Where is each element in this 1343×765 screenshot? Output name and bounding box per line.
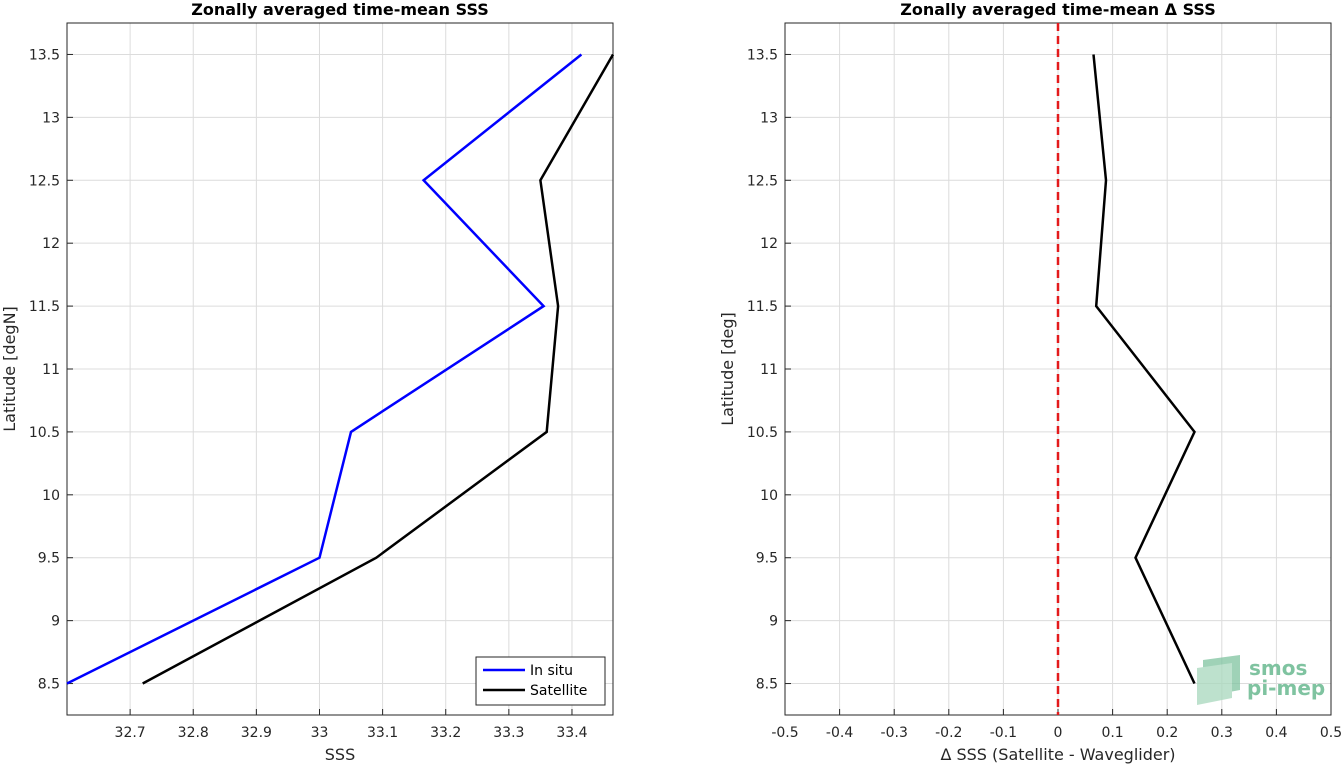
- satellite-series-line: [142, 53, 615, 685]
- x-tick-label: 33.3: [493, 725, 524, 741]
- y-tick-label: 10.5: [29, 425, 60, 441]
- y-tick-label: 10: [42, 488, 60, 504]
- logo-waves-icon: [1197, 655, 1240, 705]
- y-tick-label: 11.5: [29, 299, 60, 315]
- x-tick-label: 0.5: [1320, 725, 1342, 741]
- x-tick-label: 33: [311, 725, 329, 741]
- legend: In situ Satellite: [475, 656, 606, 706]
- y-tick-label: 8.5: [756, 677, 778, 693]
- right-y-ticks: 8.5 9 9.5 10 10.5 11 11.5 12 12.5 13 13.5: [747, 47, 791, 693]
- y-tick-label: 8.5: [38, 677, 60, 693]
- left-x-axis-label: SSS: [325, 745, 355, 764]
- smos-pi-mep-logo: smos pi-mep: [1197, 655, 1325, 705]
- x-tick-label: 32.9: [241, 725, 272, 741]
- x-tick-label: 0.3: [1211, 725, 1233, 741]
- y-tick-label: 9: [769, 614, 778, 630]
- y-tick-label: 12: [760, 236, 778, 252]
- left-panel-sss: Zonally averaged time-mean SSS 32.7 32.8 3…: [0, 0, 615, 764]
- x-tick-label: -0.4: [826, 725, 853, 741]
- logo-text-smos: smos: [1249, 656, 1307, 680]
- x-tick-label: -0.5: [771, 725, 798, 741]
- right-panel-delta-sss: Zonally averaged time-mean Δ SSS -0.5 -0.…: [718, 0, 1342, 764]
- left-x-ticks: 32.7 32.8 32.9 33 33.1 33.2 33.3 33.4: [115, 709, 588, 741]
- y-tick-label: 12.5: [29, 173, 60, 189]
- y-tick-label: 9: [51, 614, 60, 630]
- x-tick-label: 0.2: [1156, 725, 1178, 741]
- x-tick-label: -0.3: [881, 725, 908, 741]
- left-series: [66, 53, 615, 685]
- left-y-ticks: 8.5 9 9.5 10 10.5 11 11.5 12 12.5 13 13.5: [29, 47, 73, 693]
- right-x-ticks: -0.5 -0.4 -0.3 -0.2 -0.1 0 0.1 0.2 0.3 0.4 0.5: [771, 709, 1342, 741]
- y-tick-label: 11.5: [747, 299, 778, 315]
- x-tick-label: 0: [1054, 725, 1063, 741]
- legend-in-situ-label: In situ: [530, 663, 573, 679]
- x-tick-label: 33.4: [556, 725, 587, 741]
- left-grid: [67, 23, 613, 715]
- x-tick-label: 32.8: [178, 725, 209, 741]
- y-tick-label: 10.5: [747, 425, 778, 441]
- y-tick-label: 11: [760, 362, 778, 378]
- x-tick-label: 33.1: [367, 725, 398, 741]
- x-tick-label: 0.4: [1265, 725, 1287, 741]
- y-tick-label: 13.5: [29, 47, 60, 63]
- x-tick-label: -0.2: [935, 725, 962, 741]
- x-tick-label: 33.2: [430, 725, 461, 741]
- right-series: [1092, 54, 1196, 685]
- left-chart-title: Zonally averaged time-mean SSS: [191, 0, 489, 19]
- right-y-axis-label: Latitude [deg]: [718, 312, 737, 426]
- legend-satellite-label: Satellite: [530, 683, 587, 699]
- y-tick-label: 13.5: [747, 47, 778, 63]
- in-situ-series-line: [66, 53, 583, 685]
- right-chart-title: Zonally averaged time-mean Δ SSS: [900, 0, 1216, 19]
- x-tick-label: 32.7: [115, 725, 146, 741]
- y-tick-label: 12: [42, 236, 60, 252]
- left-y-axis-label: Latitude [degN]: [0, 306, 19, 432]
- legend-box: [475, 656, 606, 706]
- right-x-axis-label: Δ SSS (Satellite - Waveglider): [940, 745, 1175, 764]
- x-tick-label: -0.1: [990, 725, 1017, 741]
- y-tick-label: 13: [760, 110, 778, 126]
- y-tick-label: 10: [760, 488, 778, 504]
- y-tick-label: 9.5: [756, 551, 778, 567]
- delta-sss-series-line: [1092, 54, 1196, 685]
- y-tick-label: 9.5: [38, 551, 60, 567]
- y-tick-label: 11: [42, 362, 60, 378]
- y-tick-label: 12.5: [747, 173, 778, 189]
- logo-text-pi-mep: pi-mep: [1247, 676, 1325, 700]
- x-tick-label: 0.1: [1101, 725, 1123, 741]
- y-tick-label: 13: [42, 110, 60, 126]
